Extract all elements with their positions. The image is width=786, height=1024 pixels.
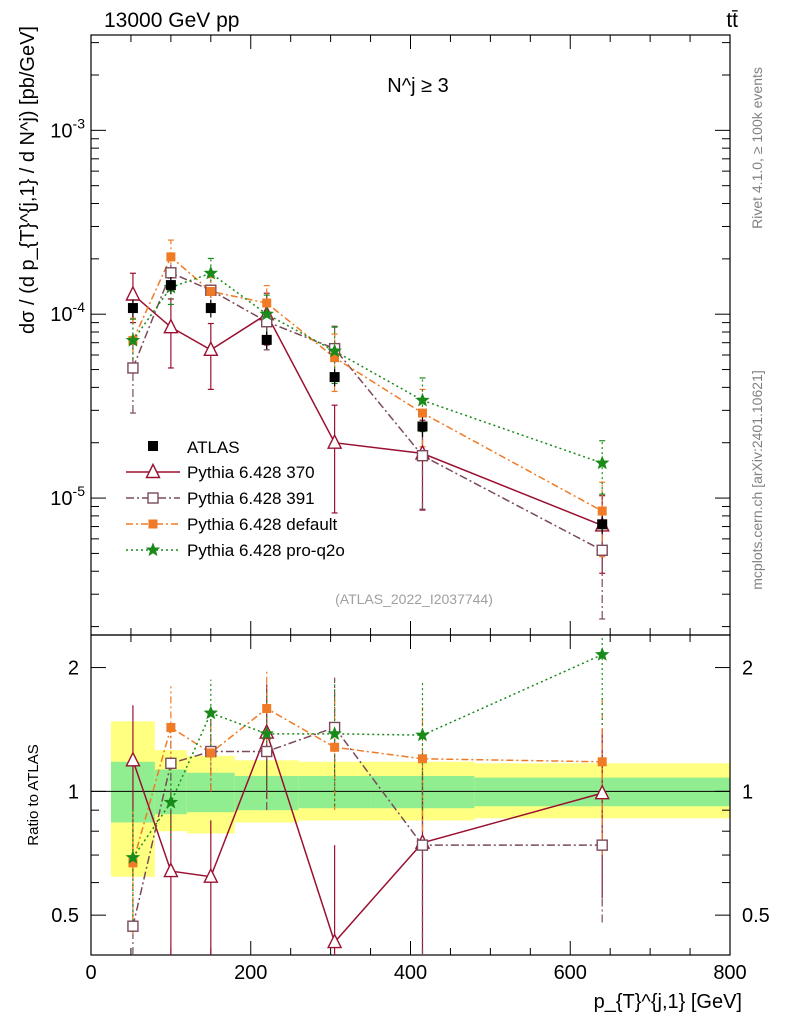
y-tick-label: 10-5: [50, 483, 85, 510]
series-marker: [415, 727, 430, 742]
series-line: [132, 272, 603, 464]
series-marker: [206, 748, 216, 758]
series-marker: [125, 332, 141, 347]
series-marker: [417, 754, 427, 764]
legend-label: Pythia 6.428 370: [187, 463, 315, 482]
series-marker: [145, 542, 161, 557]
series-marker: [166, 252, 176, 262]
series-marker: [597, 506, 607, 516]
series-marker: [127, 362, 139, 374]
data-point: [205, 303, 216, 314]
series-marker: [125, 751, 141, 767]
data-point: [127, 303, 138, 314]
series-marker: [327, 726, 342, 740]
series-marker: [417, 408, 427, 418]
ratio-y-tick-label: 1: [68, 781, 79, 803]
series-marker: [148, 519, 158, 529]
plot-title: N^j ≥ 3: [387, 75, 448, 97]
ratio-frame: [90, 634, 731, 956]
ratio-y-tick-label: 0.5: [51, 905, 79, 927]
x-tick-label: 200: [234, 962, 267, 984]
ratio-y-tick-label-right: 1: [742, 781, 753, 803]
header-right-label: tt̄: [726, 9, 738, 32]
series-marker: [203, 340, 219, 357]
legend: ATLAS Pythia 6.428 370 Pythia 6.428 391 Pyt…: [126, 438, 345, 560]
series-marker: [147, 492, 159, 504]
series-marker: [206, 286, 216, 296]
series-marker: [203, 265, 219, 280]
watermark-label: (ATLAS_2022_I2037744): [335, 591, 493, 607]
data-point: [329, 372, 340, 383]
series-marker: [416, 449, 429, 462]
series-marker: [330, 742, 340, 752]
series-marker: [415, 392, 430, 407]
series-marker: [594, 784, 610, 800]
x-tick-label: 600: [554, 962, 587, 984]
x-axis-label: p_{T}^{j,1} [GeV]: [594, 991, 742, 1013]
ratio-y-tick-label-right: 0.5: [742, 905, 770, 927]
legend-label: Pythia 6.428 default: [187, 515, 338, 534]
ratio-y-axis-label: Ratio to ATLAS: [25, 744, 42, 845]
legend-marker: [148, 441, 158, 451]
series-marker: [326, 433, 343, 449]
series-marker: [597, 757, 607, 767]
ratio-y-tick-label: 2: [68, 658, 79, 680]
series-marker: [166, 722, 176, 732]
series-marker: [326, 933, 343, 949]
series-marker: [203, 705, 219, 720]
legend-label: Pythia 6.428 391: [187, 489, 315, 508]
x-tick-label: 400: [394, 962, 427, 984]
ratio-panel: 0 200 400 600 800 0.5 0.5 1 1 2 2: [51, 634, 770, 984]
header-left-label: 13000 GeV pp: [104, 9, 239, 32]
series-marker: [203, 867, 219, 883]
x-tick-label: 800: [713, 962, 746, 984]
rivet-version-label: Rivet 4.1.0, ≥ 100k events: [749, 67, 765, 229]
series-marker: [125, 285, 141, 301]
series-marker: [261, 745, 273, 758]
legend-label: ATLAS: [187, 438, 240, 457]
series-marker: [163, 794, 179, 809]
series-marker: [596, 544, 608, 556]
y-axis-label: dσ / (d p_{T}^{j,1} / d N^j) [pb/GeV]: [17, 26, 39, 334]
data-point: [261, 334, 272, 345]
y-tick-label: 10-3: [50, 115, 85, 142]
mcplots-reference-label: mcplots.cern.ch [arXiv:2401.10621]: [749, 370, 765, 589]
series-marker: [165, 267, 177, 279]
data-point: [597, 519, 608, 530]
series-marker: [262, 704, 272, 714]
series-marker: [594, 647, 610, 661]
series-marker: [327, 343, 342, 358]
series-marker: [259, 726, 274, 740]
series-line: [132, 271, 603, 551]
series-marker: [594, 455, 610, 470]
series-marker: [163, 318, 179, 334]
series-marker: [416, 839, 429, 851]
series-marker: [125, 850, 141, 864]
series-marker: [145, 462, 161, 479]
data-point: [165, 280, 176, 291]
legend-label: Pythia 6.428 pro-q2o: [187, 541, 345, 560]
data-point: [417, 421, 428, 432]
series-marker: [262, 298, 272, 308]
series-marker: [165, 757, 177, 770]
series-marker: [596, 839, 608, 851]
main-panel: 10-5 10-4 10-3: [50, 34, 731, 955]
series-marker: [127, 920, 139, 932]
series-marker: [163, 861, 179, 878]
series-marker: [259, 306, 274, 321]
x-tick-label: 0: [85, 962, 96, 984]
ratio-y-tick-label-right: 2: [742, 658, 753, 680]
y-tick-label: 10-4: [50, 299, 85, 326]
